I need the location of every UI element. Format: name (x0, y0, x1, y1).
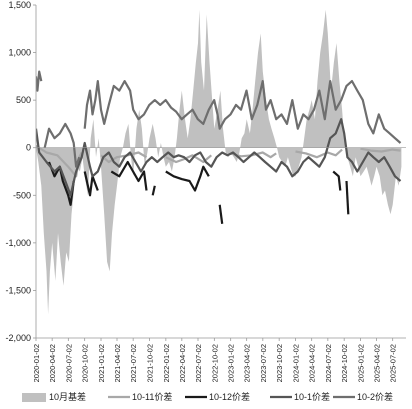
series-3-line (165, 165, 210, 192)
x-tick-label: 2024-04-02 (308, 344, 317, 382)
series-3-line (218, 204, 224, 224)
x-tick-label: 2021-01-02 (97, 344, 106, 382)
legend-item-4-label: 10-1价差 (294, 391, 330, 402)
x-tick-label: 2024-01-02 (292, 344, 301, 382)
legend-item-2-label: 10-11价差 (132, 391, 172, 402)
y-tick-label: 0 (26, 143, 31, 153)
x-tick-label: 2022-10-02 (210, 344, 219, 382)
x-tick-label: 2025-07-02 (389, 344, 398, 382)
series-4-line (36, 118, 402, 197)
series-1 (36, 9, 402, 315)
series-3-line (47, 161, 75, 206)
x-tick-label: 2020-01-02 (32, 344, 41, 382)
series-3-line (83, 171, 99, 197)
series-5-line (83, 80, 402, 144)
series-3-line (345, 180, 350, 215)
x-tick-label: 2021-04-02 (113, 344, 122, 382)
x-tick-label: 2023-10-02 (275, 344, 284, 382)
y-tick-label: -500 (13, 190, 31, 200)
legend-item-2: 10-11价差 (108, 391, 172, 402)
legend-item-1-swatch (22, 393, 46, 402)
series-5-line (43, 122, 81, 168)
x-tick-label: 2025-01-02 (357, 344, 366, 382)
x-tick-label: 2024-10-02 (340, 344, 349, 382)
series-3 (47, 160, 350, 224)
series-3-line (151, 185, 156, 196)
x-tick-label: 2022-01-02 (162, 344, 171, 382)
legend-item-5: 10-2价差 (333, 391, 393, 402)
legend-item-3-label: 10-12价差 (209, 391, 250, 402)
x-tick-label: 2023-07-02 (259, 344, 268, 382)
x-tick-label: 2021-07-02 (129, 344, 138, 382)
legend-item-3: 10-12价差 (185, 391, 250, 402)
x-tick-label: 2020-04-02 (48, 344, 57, 382)
series-3-line (110, 160, 148, 191)
x-tick-label: 2023-01-02 (227, 344, 236, 382)
series-4 (36, 118, 402, 197)
legend-item-1: 10月基差 (22, 391, 86, 402)
y-tick-label: -1,000 (5, 238, 31, 248)
series-1-area (36, 9, 402, 315)
x-tick-label: 2025-04-02 (373, 344, 382, 382)
x-tick-label: 2023-04-02 (243, 344, 252, 382)
y-tick-label: 1,000 (8, 48, 31, 58)
series-2-line (360, 147, 401, 153)
axes: 1,5001,0005000-500-1,000-1,500-2,0002020… (5, 0, 406, 382)
series-5-line (36, 70, 43, 92)
x-tick-label: 2020-07-02 (64, 344, 73, 382)
x-tick-label: 2021-10-02 (146, 344, 155, 382)
y-tick-label: 1,500 (8, 0, 31, 10)
y-tick-label: -2,000 (5, 333, 31, 343)
series-layer (36, 9, 402, 315)
y-tick-label: 500 (16, 95, 31, 105)
legend-item-5-label: 10-2价差 (357, 391, 393, 402)
legend: 10月基差 10-11价差 10-12价差 10-1价差 10-2价差 (22, 391, 393, 402)
x-tick-label: 2022-07-02 (194, 344, 203, 382)
x-tick-label: 2022-04-02 (178, 344, 187, 382)
series-3-line (332, 170, 342, 191)
series-2-line (295, 148, 343, 159)
series-5 (36, 70, 402, 168)
legend-item-1-label: 10月基差 (49, 391, 86, 402)
series-2-line (100, 151, 148, 164)
y-tick-label: -1,500 (5, 285, 31, 295)
legend-item-4: 10-1价差 (270, 391, 330, 402)
x-tick-label: 2020-10-02 (81, 344, 90, 382)
x-tick-label: 2024-07-02 (324, 344, 333, 382)
